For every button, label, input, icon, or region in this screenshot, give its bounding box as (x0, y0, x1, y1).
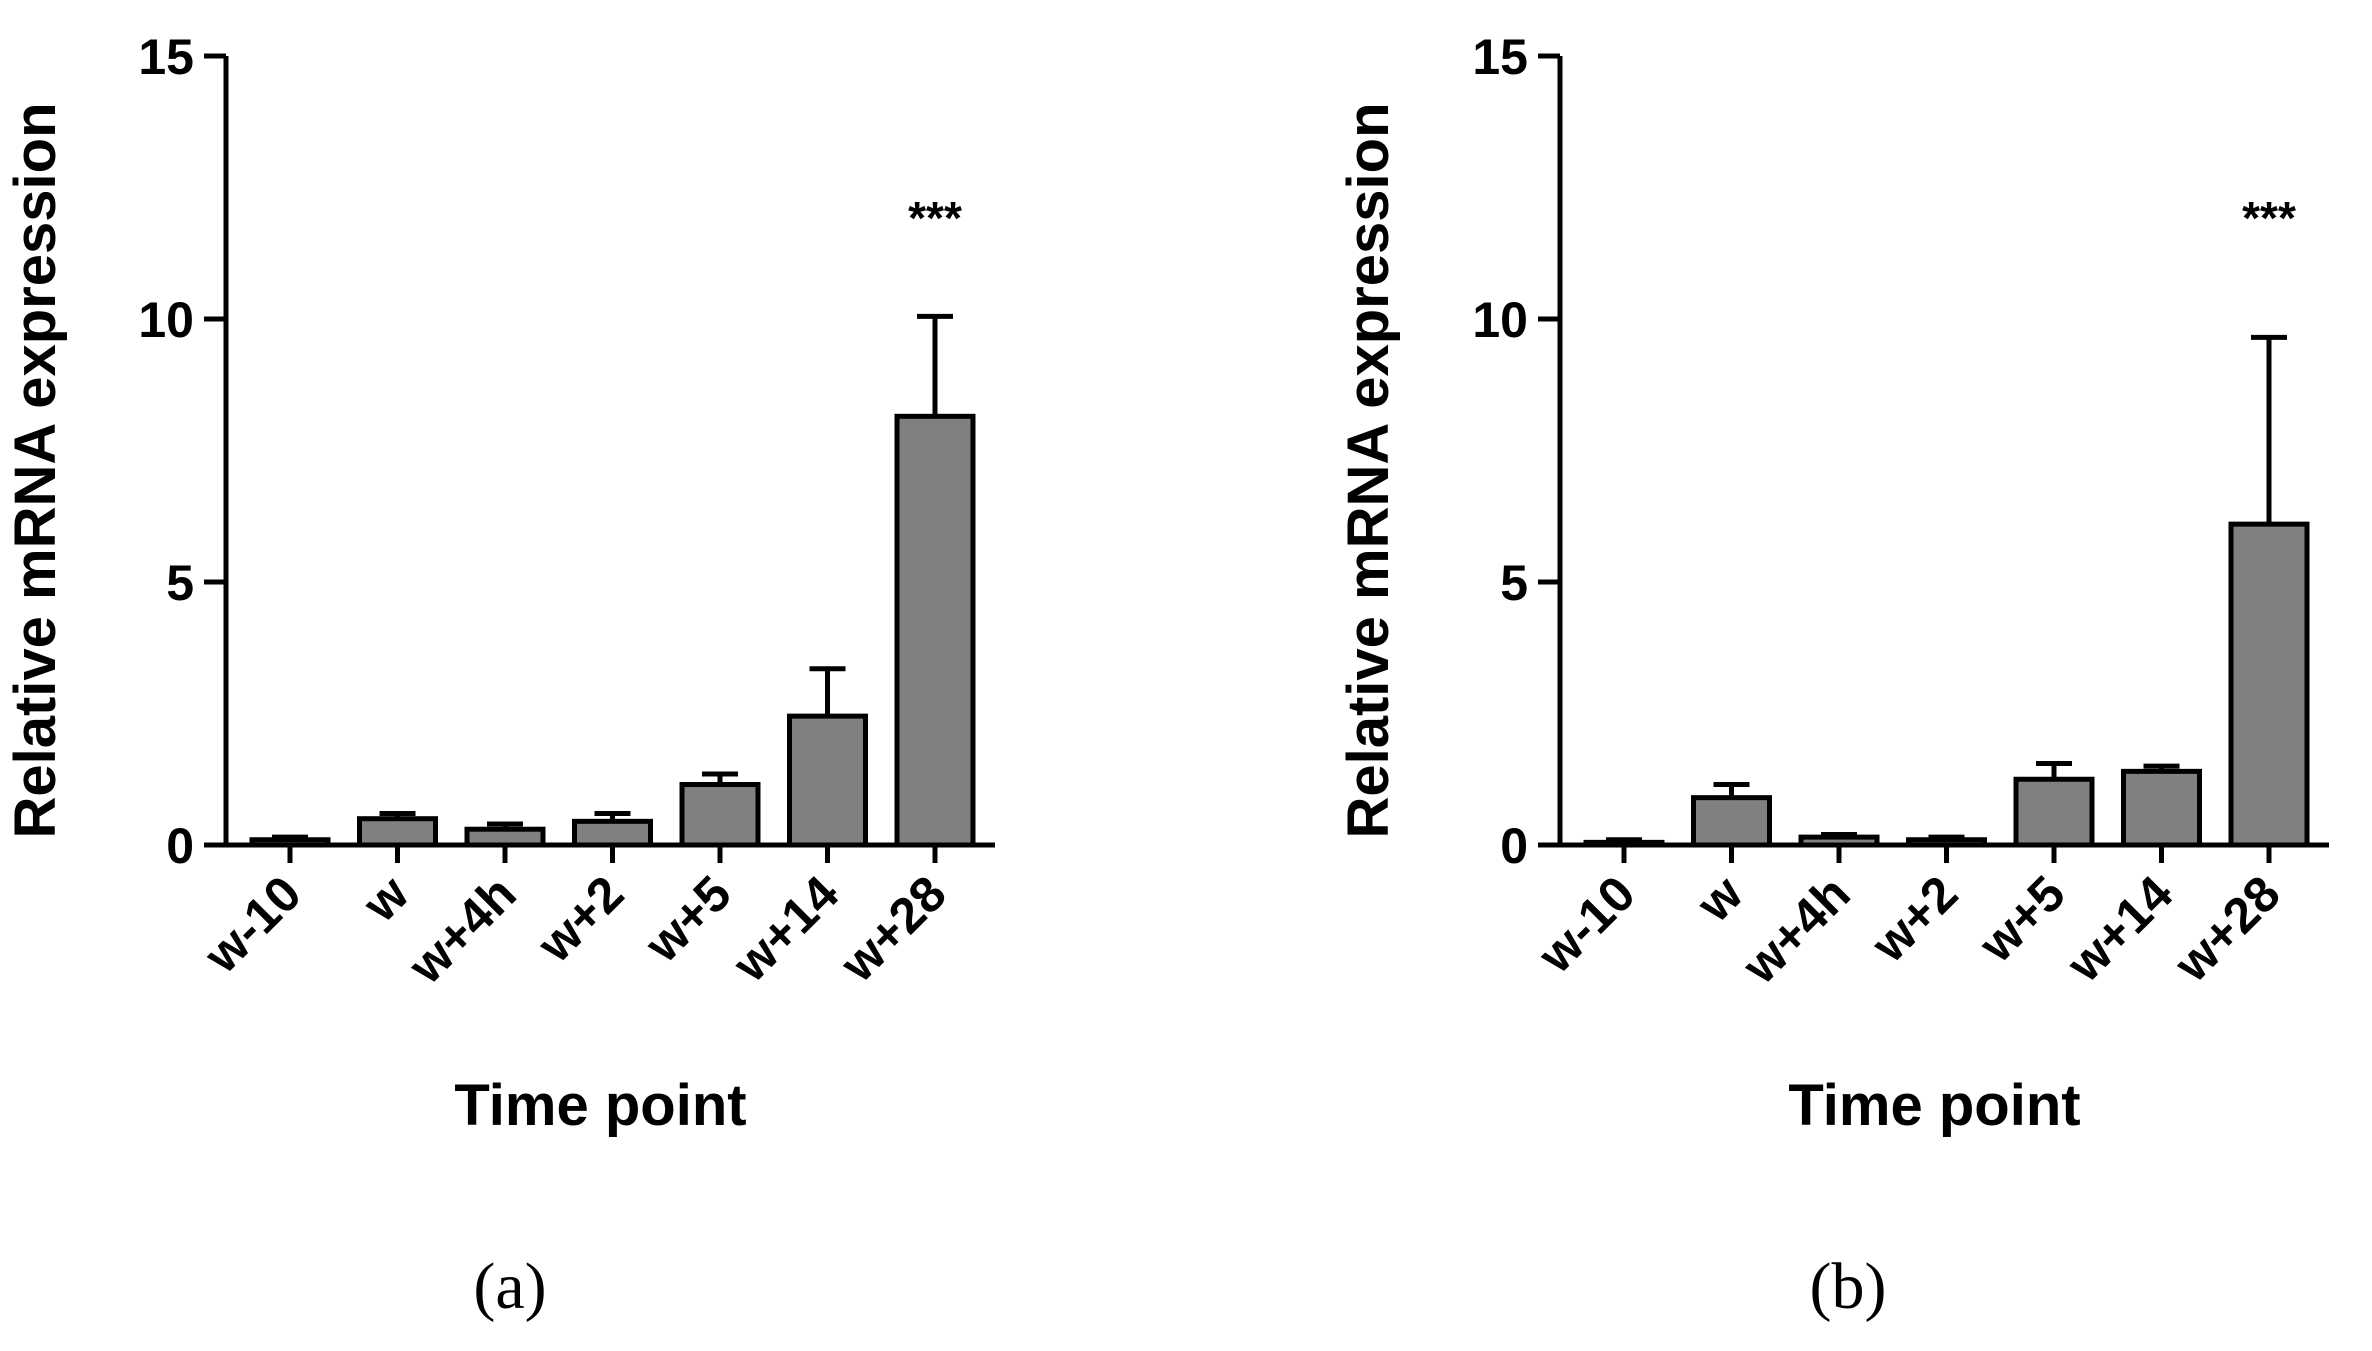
y-tick-label: 5 (1500, 555, 1528, 611)
panel-label: (b) (1810, 1250, 1887, 1323)
y-tick-label: 0 (166, 818, 194, 874)
significance-label: *** (908, 192, 962, 244)
bar-w+5 (679, 782, 761, 848)
y-axis-title: Relative mRNA expression (3, 102, 68, 838)
bar-w (1691, 795, 1772, 848)
panel-label: (a) (473, 1250, 546, 1323)
bar-w+14 (787, 713, 868, 848)
y-axis-title: Relative mRNA expression (1336, 102, 1401, 838)
x-axis-title: Time point (454, 1073, 746, 1138)
x-axis-title: Time point (1788, 1073, 2080, 1138)
y-tick-label: 15 (138, 29, 194, 85)
bar-w+2 (572, 818, 653, 848)
bar-w+28 (2228, 521, 2310, 848)
bar-w+28 (894, 413, 976, 848)
bar-w+14 (2121, 768, 2202, 848)
y-tick-label: 0 (1500, 818, 1528, 874)
bar-w+5 (2013, 776, 2095, 848)
bar-w (357, 816, 438, 848)
y-tick-label: 5 (166, 555, 194, 611)
significance-label: *** (2242, 192, 2296, 244)
y-tick-label: 15 (1472, 29, 1528, 85)
y-tick-label: 10 (138, 292, 194, 348)
y-tick-label: 10 (1472, 292, 1528, 348)
